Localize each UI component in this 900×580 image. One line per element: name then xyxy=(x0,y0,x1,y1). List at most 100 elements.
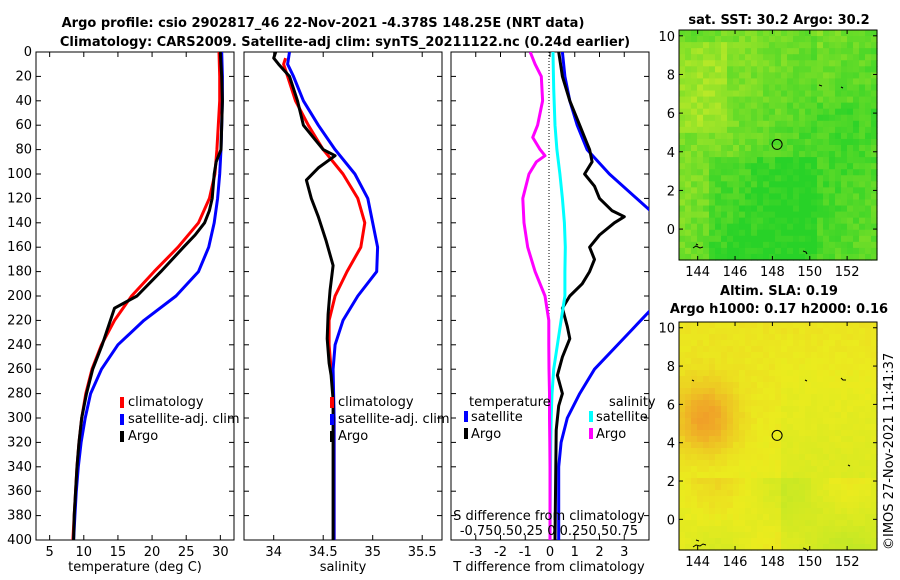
heatmap-cell xyxy=(697,126,704,134)
heatmap-cell xyxy=(835,508,842,515)
heatmap-cell xyxy=(745,193,752,201)
heatmap-cell xyxy=(859,217,866,225)
heatmap-cell xyxy=(787,418,794,425)
heatmap-cell xyxy=(751,126,758,134)
heatmap-cell xyxy=(859,490,866,497)
heatmap-cell xyxy=(685,205,692,213)
heatmap-cell xyxy=(745,508,752,515)
heatmap-cell xyxy=(691,514,698,521)
heatmap-cell xyxy=(829,90,836,98)
x-tick-label: 3 xyxy=(620,545,628,560)
x-tick-label: 35 xyxy=(364,545,381,560)
heatmap-cell xyxy=(679,388,686,395)
heatmap-cell xyxy=(799,346,806,353)
heatmap-cell xyxy=(739,382,746,389)
heatmap-cell xyxy=(769,235,776,243)
heatmap-cell xyxy=(805,90,812,98)
heatmap-cell xyxy=(859,376,866,383)
heatmap-cell xyxy=(775,211,782,219)
heatmap-cell xyxy=(763,229,770,237)
heatmap-cell xyxy=(829,490,836,497)
heatmap-cell xyxy=(781,538,788,545)
temperature-axes-ticks: 5 10 15 20 25 3002040608010012014016018020022… xyxy=(7,45,234,560)
map-y-tick-label: 0 xyxy=(667,513,675,528)
heatmap-cell xyxy=(733,400,740,407)
heatmap-cell xyxy=(829,436,836,443)
heatmap-cell xyxy=(715,436,722,443)
heatmap-cell xyxy=(841,436,848,443)
heatmap-cell xyxy=(859,36,866,43)
heatmap-cell xyxy=(817,406,824,413)
heatmap-cell xyxy=(799,448,806,455)
heatmap-cell xyxy=(751,235,758,243)
heatmap-cell xyxy=(679,247,686,255)
heatmap-cell xyxy=(727,538,734,545)
heatmap-cell xyxy=(853,478,860,485)
heatmap-cell xyxy=(787,54,794,61)
heatmap-cell xyxy=(865,120,872,128)
heatmap-cell xyxy=(841,454,848,461)
heatmap-cell xyxy=(853,138,860,146)
heatmap-cell xyxy=(709,108,716,116)
heatmap-cell xyxy=(853,508,860,515)
heatmap-cell xyxy=(709,478,716,485)
heatmap-cell xyxy=(757,48,764,55)
heatmap-cell xyxy=(841,90,848,98)
heatmap-cell xyxy=(793,412,800,419)
heatmap-cell xyxy=(715,132,722,140)
heatmap-cell xyxy=(709,484,716,491)
heatmap-cell xyxy=(715,247,722,255)
heatmap-cell xyxy=(793,169,800,176)
heatmap-cell xyxy=(739,466,746,473)
heatmap-cell xyxy=(793,205,800,213)
heatmap-cell xyxy=(769,454,776,461)
heatmap-cell xyxy=(859,181,866,188)
heatmap-cell xyxy=(847,484,854,491)
heatmap-cell xyxy=(679,96,686,104)
heatmap-cell xyxy=(841,460,848,467)
heatmap-cell xyxy=(823,328,830,335)
heatmap-cell xyxy=(763,241,770,249)
heatmap-cell xyxy=(847,66,854,73)
heatmap-cell xyxy=(811,508,818,515)
y-tick-label: 240 xyxy=(7,338,32,353)
heatmap-cell xyxy=(727,448,734,455)
heatmap-cell xyxy=(841,412,848,419)
map-x-tick-label: 150 xyxy=(797,555,822,570)
heatmap-cell xyxy=(805,223,812,231)
heatmap-cell xyxy=(679,163,686,170)
heatmap-cell xyxy=(811,454,818,461)
heatmap-cell xyxy=(721,448,728,455)
heatmap-cell xyxy=(793,334,800,341)
heatmap-cell xyxy=(841,538,848,545)
heatmap-cell xyxy=(739,84,746,92)
heatmap-cell xyxy=(733,235,740,243)
heatmap-cell xyxy=(757,163,764,170)
heatmap-cell xyxy=(787,364,794,371)
heatmap-cell xyxy=(853,436,860,443)
heatmap-cell xyxy=(715,54,722,61)
heatmap-cell xyxy=(697,370,704,377)
heatmap-cell xyxy=(763,526,770,533)
heatmap-cell xyxy=(745,400,752,407)
heatmap-cell xyxy=(679,253,686,261)
heatmap-cell xyxy=(679,175,686,182)
heatmap-cell xyxy=(697,163,704,170)
heatmap-cell xyxy=(751,253,758,261)
heatmap-cell xyxy=(823,472,830,479)
heatmap-cell xyxy=(727,412,734,419)
heatmap-cell xyxy=(805,169,812,176)
heatmap-cell xyxy=(721,346,728,353)
heatmap-cell xyxy=(709,54,716,61)
heatmap-cell xyxy=(811,241,818,249)
heatmap-cell xyxy=(871,199,878,207)
heatmap-cell xyxy=(787,114,794,122)
heatmap-cell xyxy=(799,120,806,128)
heatmap-cell xyxy=(841,78,848,86)
heatmap-cell xyxy=(835,514,842,521)
heatmap-cell xyxy=(823,102,830,110)
heatmap-cell xyxy=(751,478,758,485)
heatmap-cell xyxy=(847,544,854,551)
heatmap-cell xyxy=(859,102,866,110)
heatmap-cell xyxy=(859,132,866,140)
